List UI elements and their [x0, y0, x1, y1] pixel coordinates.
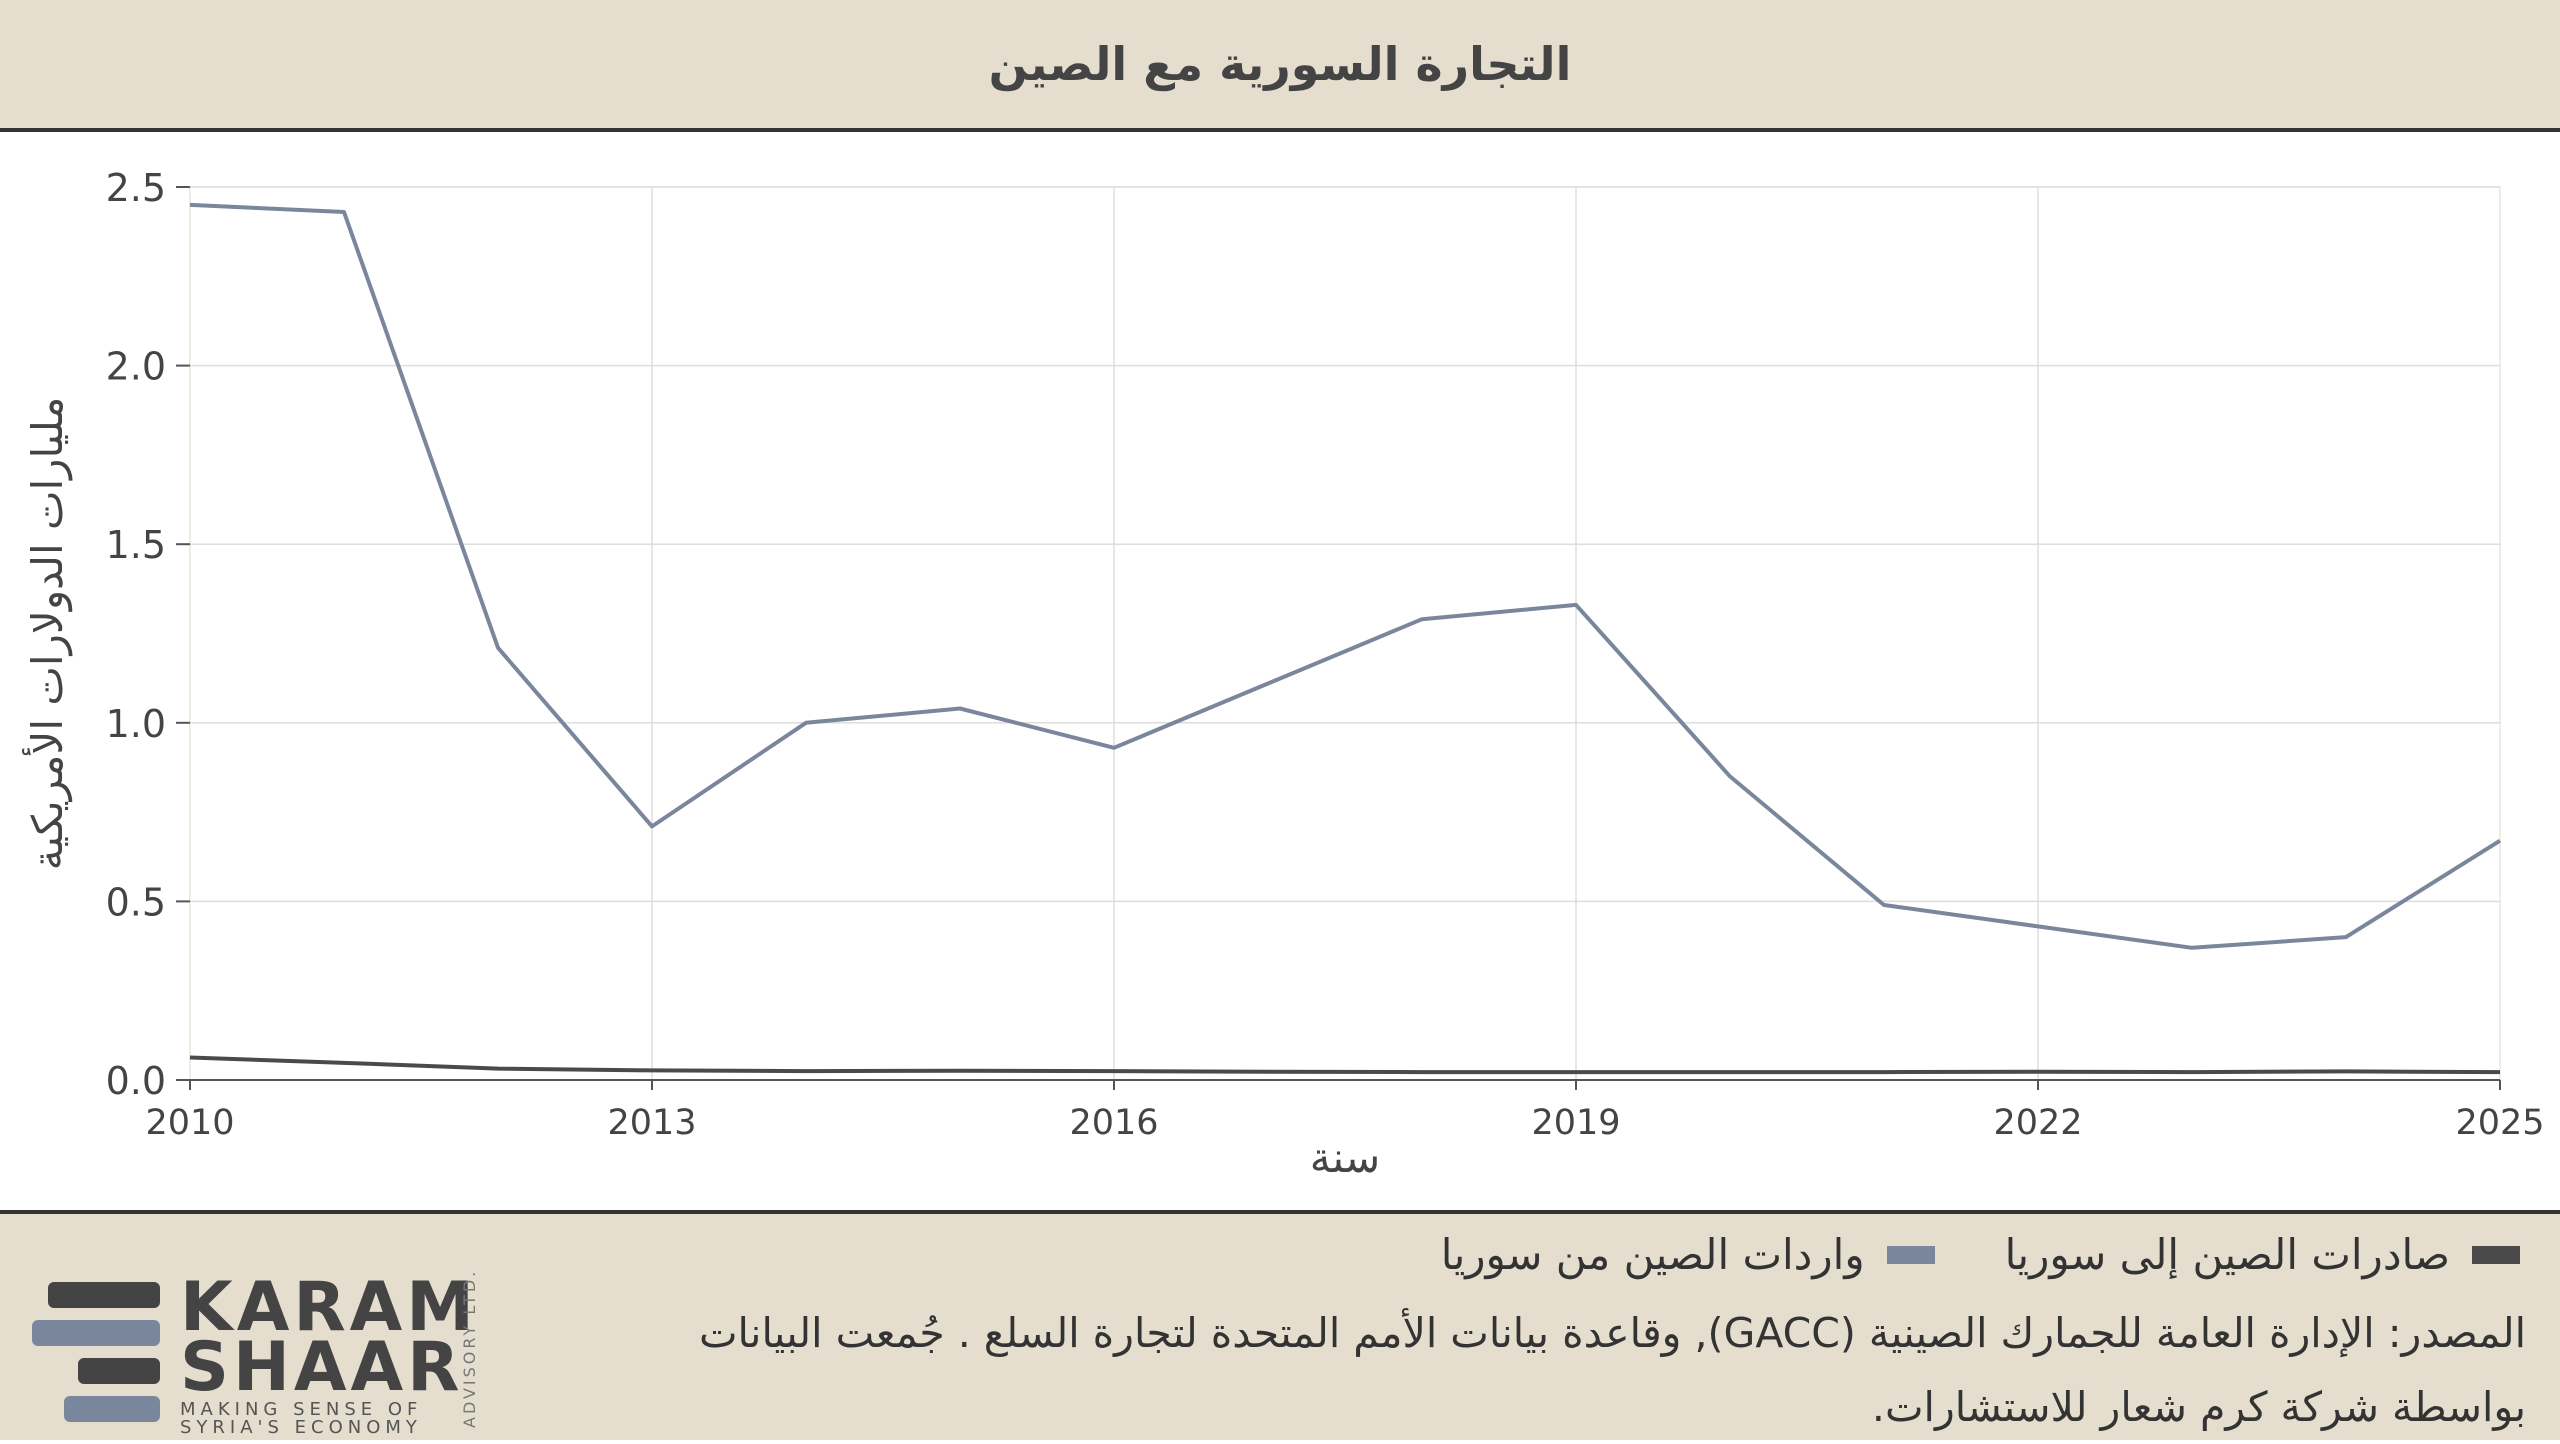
logo-tagline-1: MAKING SENSE OF [180, 1399, 423, 1420]
logo-tagline-2: SYRIA'S ECONOMY [180, 1417, 422, 1438]
legend: صادرات الصين إلى سوريا واردات الصين من س… [1371, 1230, 2520, 1279]
footer: صادرات الصين إلى سوريا واردات الصين من س… [0, 1210, 2560, 1440]
chart-title: التجارة السورية مع الصين [988, 37, 1572, 91]
legend-item-exports: صادرات الصين إلى سوريا [2005, 1230, 2520, 1279]
x-tick-label: 2025 [2455, 1103, 2544, 1143]
x-tick-label: 2013 [607, 1103, 696, 1143]
plot-background [189, 186, 2501, 1081]
logo-side-text: ADVISORY LTD. [460, 1268, 479, 1428]
karam-shaar-logo: KARAM SHAAR MAKING SENSE OF SYRIA'S ECON… [28, 1264, 479, 1438]
source-note: المصدر: الإدارة العامة للجمارك الصينية (… [526, 1296, 2526, 1444]
y-tick-label: 2.5 [106, 166, 166, 210]
logo-word-karam: KARAM [180, 1268, 478, 1347]
legend-swatch-exports [2472, 1245, 2520, 1264]
header-bar: التجارة السورية مع الصين [0, 0, 2560, 132]
legend-label-exports: صادرات الصين إلى سوريا [2004, 1230, 2450, 1279]
x-axis-title: سنة [1310, 1133, 1380, 1182]
x-tick-label: 2019 [1531, 1103, 1620, 1143]
line-chart: 0.0 0.5 1.0 1.5 2.0 2.5 2010 2013 2016 2019 2022 20… [21, 166, 2545, 1182]
chart-area: 0.0 0.5 1.0 1.5 2.0 2.5 2010 2013 2016 2019 2022 20… [0, 132, 2560, 1210]
logo-bar-4 [64, 1396, 160, 1422]
y-tick-label: 0.5 [106, 880, 166, 924]
source-line-2: بواسطة شركة كرم شعار للاستشارات. [1871, 1383, 2526, 1431]
logo-bar-3 [78, 1358, 160, 1384]
logo-bar-1 [48, 1282, 160, 1308]
y-tick-label: 1.0 [106, 702, 166, 746]
x-tick-label: 2022 [1993, 1103, 2082, 1143]
y-tick-label: 2.0 [106, 345, 166, 389]
x-tick-label: 2010 [145, 1103, 234, 1143]
legend-item-imports: واردات الصين من سوريا [1441, 1230, 1935, 1279]
logo-word-shaar: SHAAR [180, 1328, 464, 1407]
series-line-imports [189, 202, 2502, 950]
series-line-exports [189, 1055, 2501, 1075]
legend-swatch-imports [1886, 1245, 1935, 1264]
source-line-1: المصدر: الإدارة العامة للجمارك الصينية (… [698, 1309, 2526, 1357]
y-axis-title: مليارات الدولارات الأمريكية [21, 397, 72, 871]
x-tick-label: 2016 [1069, 1103, 1158, 1143]
logo-bar-2 [32, 1320, 160, 1346]
y-tick-label: 0.0 [106, 1059, 166, 1103]
legend-label-imports: واردات الصين من سوريا [1440, 1230, 1865, 1279]
y-tick-label: 1.5 [106, 523, 166, 567]
